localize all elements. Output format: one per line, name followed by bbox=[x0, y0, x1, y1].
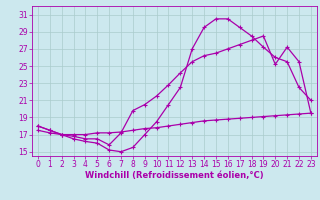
X-axis label: Windchill (Refroidissement éolien,°C): Windchill (Refroidissement éolien,°C) bbox=[85, 171, 264, 180]
